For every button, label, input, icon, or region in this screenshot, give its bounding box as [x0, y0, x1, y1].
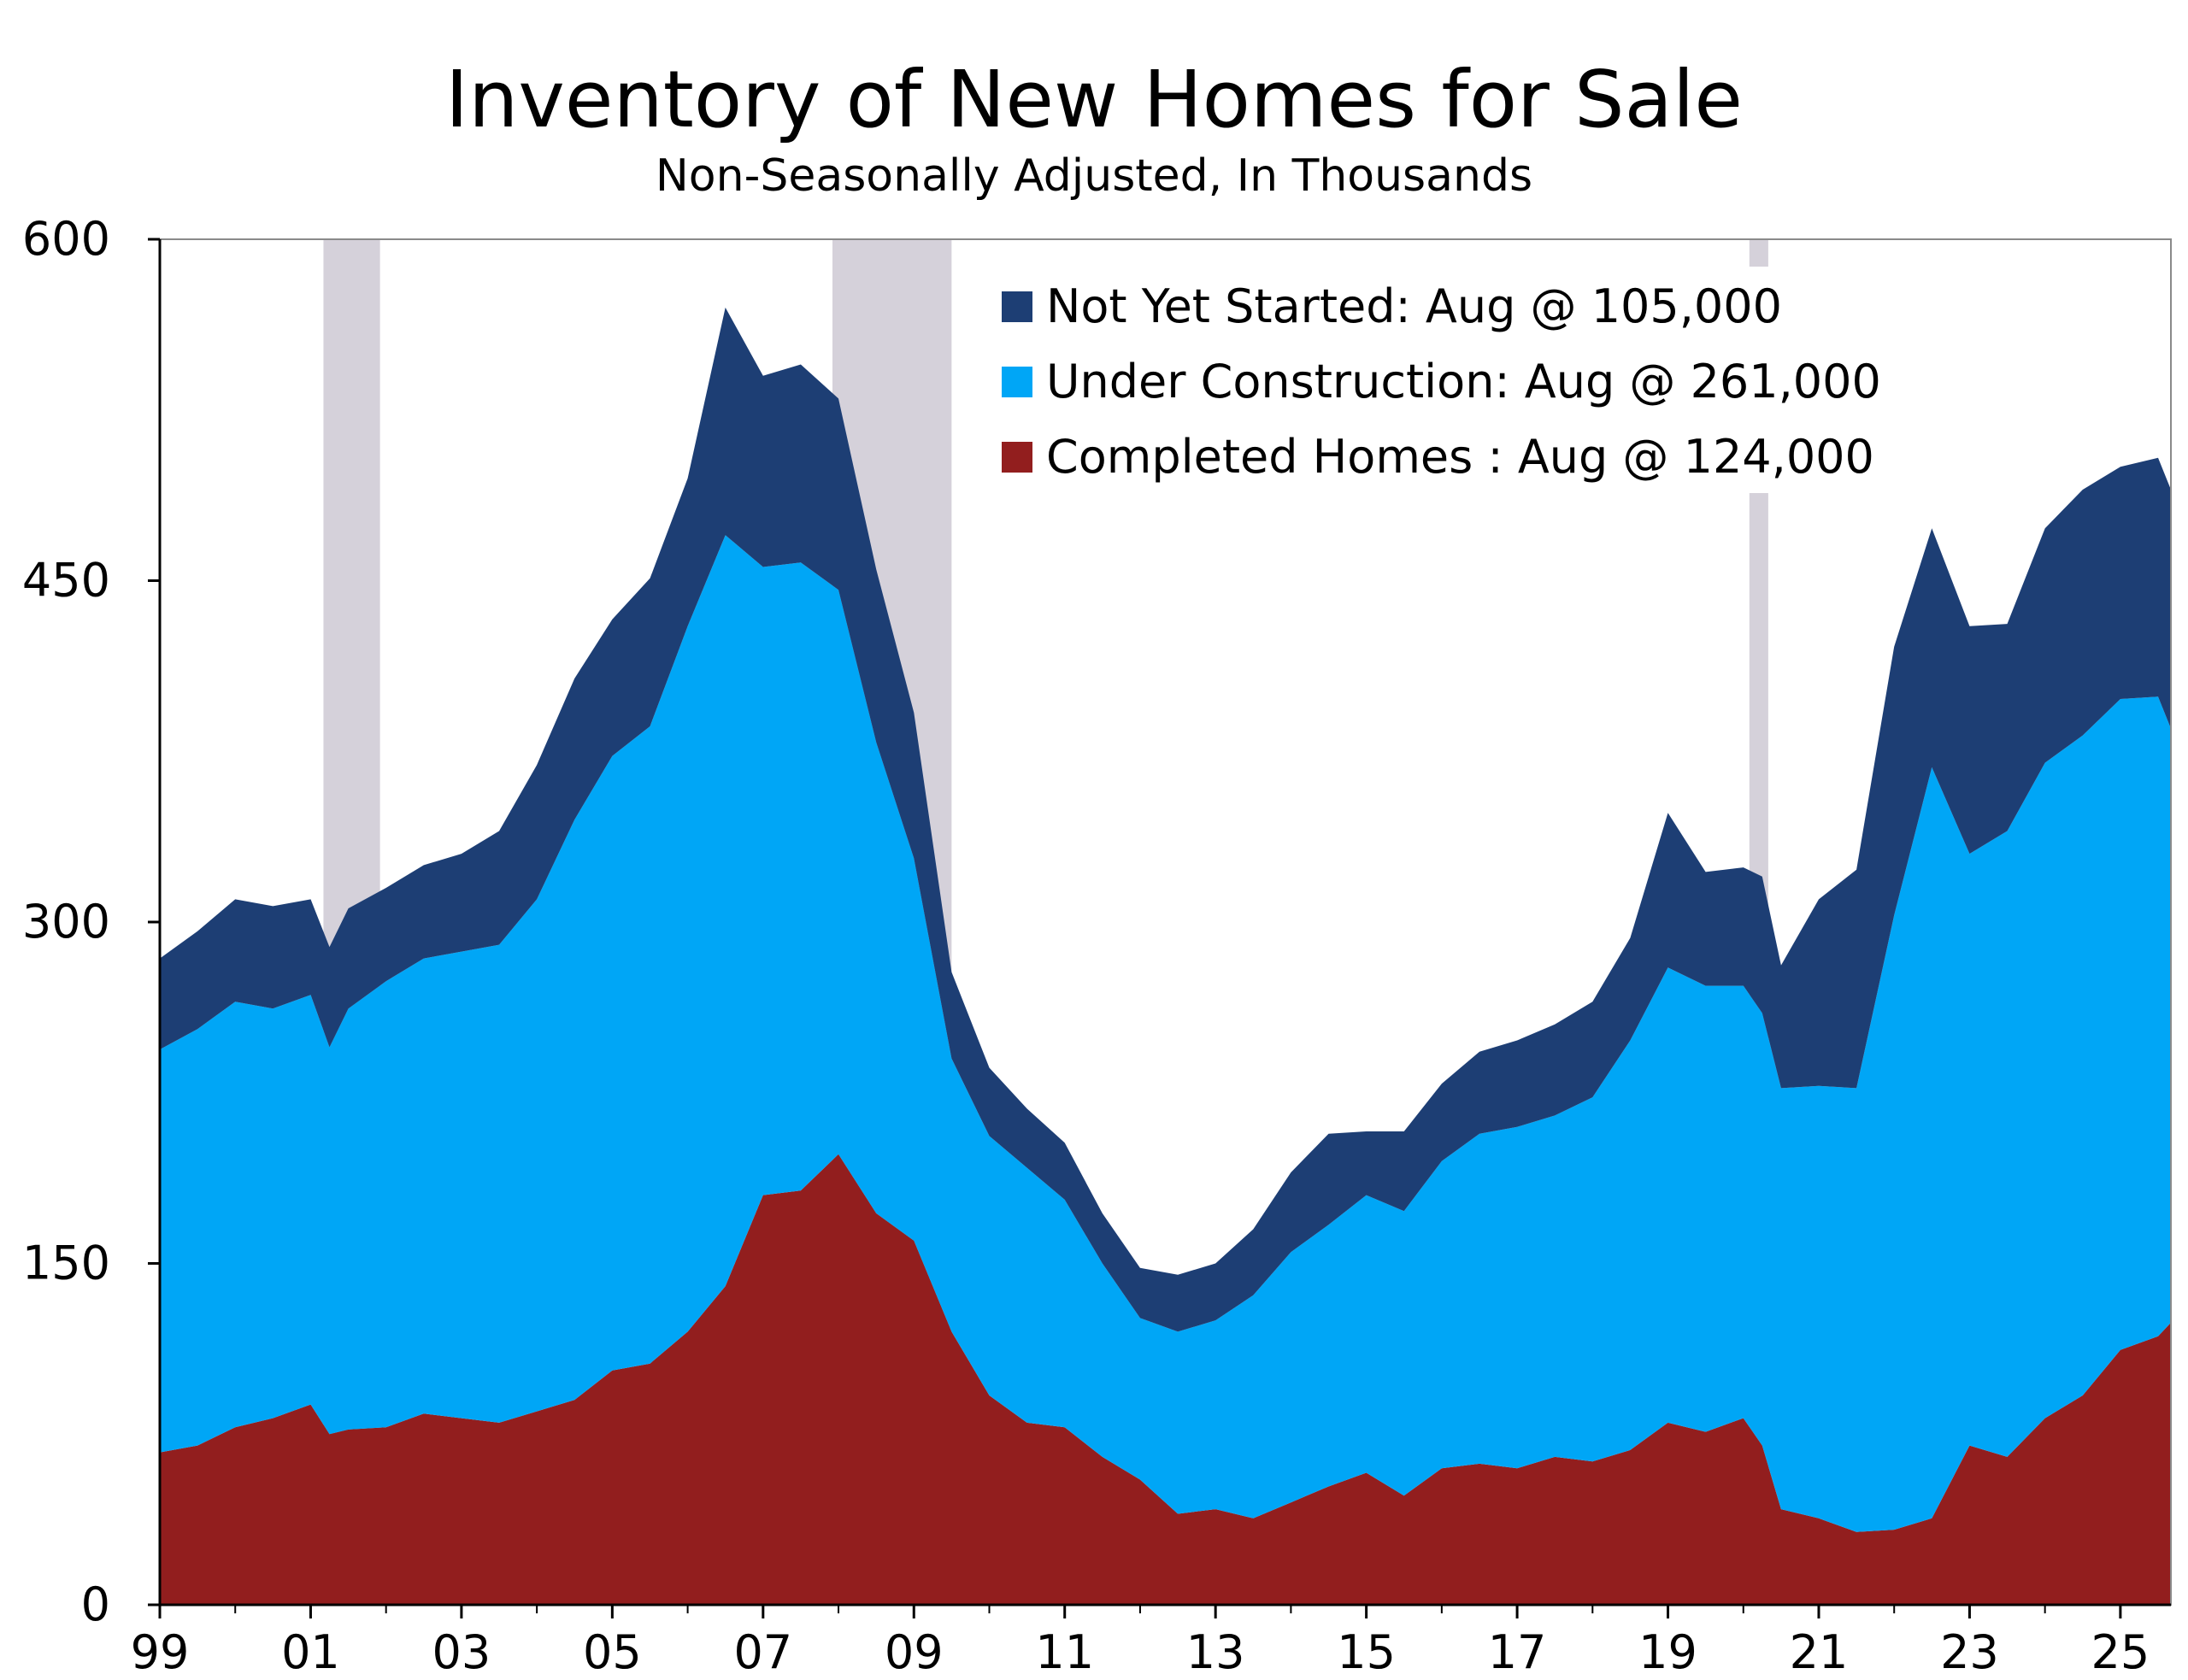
legend-label-under-construction: Under Construction: Aug @ 261,000 — [1046, 355, 1881, 408]
y-tick-label: 600 — [22, 212, 110, 266]
x-tick-label: 01 — [281, 1625, 340, 1679]
x-tick-label: 17 — [1488, 1625, 1547, 1679]
x-tick-label: 15 — [1337, 1625, 1396, 1679]
x-tick-label: 23 — [1940, 1625, 1999, 1679]
y-axis-ticks: 0 150 300 450 600 — [22, 212, 160, 1631]
y-tick-label: 300 — [22, 895, 110, 949]
x-tick-label: 99 — [131, 1625, 190, 1679]
x-tick-label: 13 — [1186, 1625, 1245, 1679]
x-tick-label: 07 — [733, 1625, 792, 1679]
chart-title: Inventory of New Homes for Sale — [444, 54, 1744, 145]
y-tick-label: 450 — [22, 554, 110, 608]
x-tick-label: 19 — [1638, 1625, 1697, 1679]
x-tick-label: 05 — [583, 1625, 642, 1679]
legend-label-completed-homes: Completed Homes : Aug @ 124,000 — [1046, 430, 1874, 484]
y-tick-label: 0 — [81, 1577, 110, 1631]
area-series — [160, 307, 2171, 1605]
area-completed-homes — [160, 1154, 2171, 1605]
x-tick-label: 25 — [2091, 1625, 2150, 1679]
area-under-construction — [160, 535, 2171, 1532]
legend-swatch-completed-homes — [1002, 442, 1032, 473]
x-tick-label: 09 — [885, 1625, 944, 1679]
legend-swatch-under-construction — [1002, 367, 1032, 397]
legend-label-not-yet-started: Not Yet Started: Aug @ 105,000 — [1046, 279, 1782, 333]
x-tick-label: 21 — [1790, 1625, 1849, 1679]
legend: Not Yet Started: Aug @ 105,000 Under Cons… — [991, 267, 1974, 493]
chart-subtitle: Non-Seasonally Adjusted, In Thousands — [655, 150, 1533, 202]
legend-swatch-not-yet-started — [1002, 291, 1032, 322]
x-tick-label: 03 — [432, 1625, 491, 1679]
x-tick-label: 11 — [1035, 1625, 1094, 1679]
area-not-yet-started — [160, 307, 2171, 1332]
x-axis-ticks: 99 01 03 05 07 09 11 13 15 17 19 21 23 25 — [131, 1605, 2150, 1679]
y-tick-label: 150 — [22, 1237, 110, 1290]
legend-background — [991, 267, 1974, 493]
